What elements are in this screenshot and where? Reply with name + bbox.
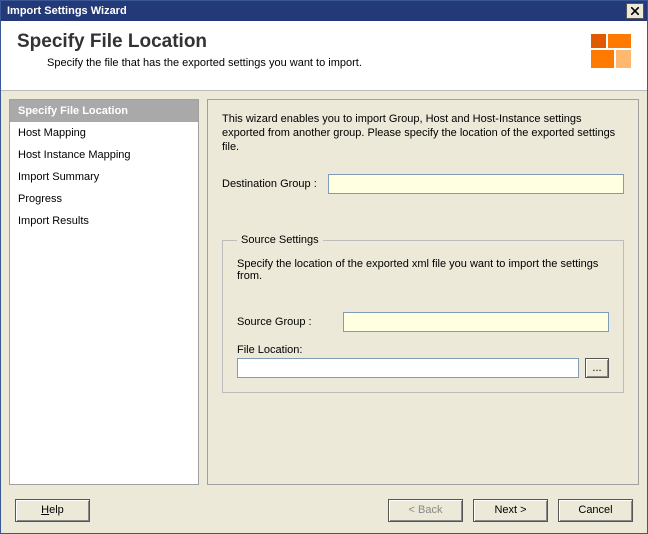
window-title: Import Settings Wizard xyxy=(7,5,626,17)
wizard-icon xyxy=(591,34,631,71)
source-settings-group: Source Settings Specify the location of … xyxy=(222,234,624,393)
footer: Help < Back Next > Cancel xyxy=(1,493,647,533)
intro-text: This wizard enables you to import Group,… xyxy=(222,112,624,154)
browse-button[interactable]: ... xyxy=(585,358,609,378)
close-icon xyxy=(631,7,639,15)
titlebar: Import Settings Wizard xyxy=(1,1,647,21)
help-button[interactable]: Help xyxy=(15,499,90,522)
header-panel: Specify File Location Specify the file t… xyxy=(1,21,647,91)
source-settings-legend: Source Settings xyxy=(237,234,323,246)
source-settings-desc: Specify the location of the exported xml… xyxy=(237,258,609,282)
destination-group-label: Destination Group : xyxy=(222,178,322,190)
header-desc: Specify the file that has the exported s… xyxy=(47,57,591,69)
body: Specify File Location Host Mapping Host … xyxy=(1,91,647,493)
sidebar-item-progress[interactable]: Progress xyxy=(10,188,198,210)
sidebar-item-host-instance-mapping[interactable]: Host Instance Mapping xyxy=(10,144,198,166)
file-location-label: File Location: xyxy=(237,344,609,356)
sidebar-item-host-mapping[interactable]: Host Mapping xyxy=(10,122,198,144)
header-title: Specify File Location xyxy=(17,31,591,53)
file-location-row: ... xyxy=(237,358,609,378)
destination-group-row: Destination Group : xyxy=(222,174,624,194)
wizard-window: Import Settings Wizard Specify File Loca… xyxy=(0,0,648,534)
help-button-text: elp xyxy=(49,504,64,516)
sidebar-item-import-summary[interactable]: Import Summary xyxy=(10,166,198,188)
header-text: Specify File Location Specify the file t… xyxy=(17,31,591,69)
source-group-row: Source Group : xyxy=(237,312,609,332)
next-button[interactable]: Next > xyxy=(473,499,548,522)
source-group-field xyxy=(343,312,609,332)
source-group-label: Source Group : xyxy=(237,316,337,328)
file-location-input[interactable] xyxy=(237,358,579,378)
destination-group-field xyxy=(328,174,624,194)
steps-sidebar: Specify File Location Host Mapping Host … xyxy=(9,99,199,485)
cancel-button[interactable]: Cancel xyxy=(558,499,633,522)
main-panel: This wizard enables you to import Group,… xyxy=(207,99,639,485)
back-button[interactable]: < Back xyxy=(388,499,463,522)
close-button[interactable] xyxy=(626,3,644,19)
sidebar-item-specify-file-location[interactable]: Specify File Location xyxy=(10,100,198,122)
sidebar-item-import-results[interactable]: Import Results xyxy=(10,210,198,232)
